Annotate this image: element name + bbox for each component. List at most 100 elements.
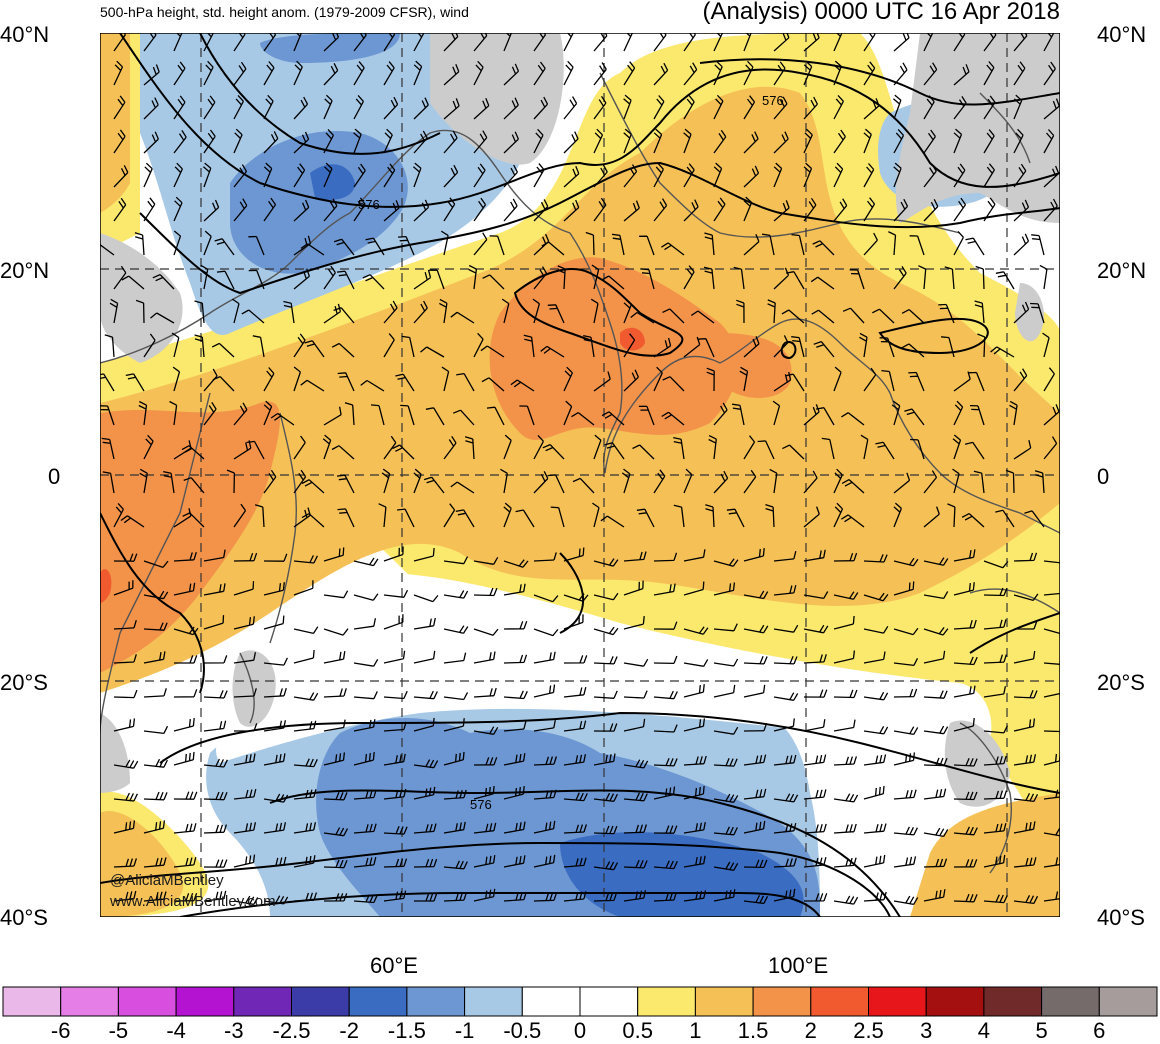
wind-barb	[953, 718, 975, 732]
wind-barb	[821, 437, 835, 460]
wind-barb	[383, 61, 395, 86]
wind-barb	[563, 199, 580, 222]
wind-barb	[593, 861, 619, 871]
wind-barb	[323, 719, 346, 732]
wind-barb	[323, 406, 342, 426]
wind-barb	[301, 479, 325, 494]
wind-barb	[113, 197, 127, 222]
wind-barb	[143, 820, 166, 834]
wind-barb	[482, 274, 505, 290]
wind-barb	[252, 335, 265, 358]
wind-barb	[833, 615, 855, 630]
wind-barb	[975, 265, 985, 290]
lat-label-eq-right: 0	[1097, 464, 1110, 489]
colorbar-swatch	[406, 986, 466, 1017]
wind-barb	[773, 131, 789, 154]
wind-barb	[100, 405, 115, 426]
wind-barb	[833, 823, 857, 834]
wind-barb	[923, 788, 947, 800]
wind-barb	[683, 855, 706, 868]
wind-barb	[743, 895, 769, 905]
wind-barb	[533, 266, 548, 290]
wind-barb	[263, 197, 277, 222]
wind-barb	[481, 377, 505, 392]
wind-barb	[443, 625, 469, 634]
wind-barb	[203, 615, 225, 630]
wind-barb	[138, 400, 148, 426]
wind-barb	[803, 96, 818, 120]
wind-barb	[173, 626, 199, 636]
wind-barb	[143, 333, 156, 358]
wind-barb	[571, 412, 595, 426]
wind-barb	[973, 470, 985, 494]
wind-barb	[353, 823, 377, 834]
wind-barb	[113, 129, 126, 154]
wind-barb	[473, 587, 498, 597]
wind-barb	[713, 94, 724, 120]
wind-barb	[533, 163, 545, 188]
wind-barb	[473, 197, 487, 222]
wind-barb	[623, 658, 649, 667]
wind-barb	[480, 345, 505, 358]
wind-barb	[1043, 662, 1060, 665]
wind-barb	[893, 198, 909, 222]
wind-barb	[293, 435, 306, 460]
wind-barb	[640, 268, 655, 290]
wind-barb	[113, 689, 138, 699]
wind-barb	[593, 95, 607, 120]
wind-barb	[653, 690, 678, 700]
wind-barb	[563, 720, 587, 732]
wind-barb	[953, 163, 966, 188]
wind-barb	[464, 436, 475, 460]
wind-barb	[953, 656, 978, 666]
wind-barb	[233, 652, 257, 664]
wind-barb	[233, 94, 244, 120]
wind-barb	[473, 130, 488, 154]
wind-barb	[743, 859, 768, 869]
wind-barb	[503, 131, 519, 154]
wind-barb	[563, 655, 588, 664]
wind-barb	[392, 444, 415, 460]
wind-barb	[413, 269, 432, 290]
wind-barb	[233, 61, 247, 86]
wind-barb	[337, 508, 355, 528]
wind-barb	[515, 509, 535, 528]
wind-barb	[413, 717, 435, 732]
wind-barb	[841, 479, 865, 494]
wind-barb	[572, 477, 595, 494]
wind-barb	[743, 754, 767, 766]
wind-barb	[113, 580, 134, 596]
wind-barb	[1013, 552, 1038, 562]
wind-barb	[773, 550, 797, 562]
wind-barb	[591, 264, 600, 290]
wind-barb	[1013, 163, 1027, 188]
wind-barb	[563, 547, 585, 562]
wind-barb	[413, 617, 436, 630]
wind-barb	[412, 162, 422, 188]
wind-barb	[590, 298, 599, 324]
wind-barb	[413, 690, 438, 700]
wind-barb	[983, 560, 1009, 569]
colorbar-swatch	[60, 986, 119, 1017]
wind-barb	[450, 481, 475, 494]
wind-barb	[143, 560, 169, 569]
colorbar-swatch	[810, 986, 869, 1017]
wind-barb	[438, 298, 448, 324]
wind-barb	[893, 557, 919, 567]
wind-barb	[383, 650, 406, 664]
wind-barb	[100, 373, 115, 392]
wind-barb	[293, 580, 314, 596]
wind-barb	[706, 367, 715, 392]
wind-barb	[173, 196, 183, 222]
wind-barb	[623, 94, 632, 120]
wind-barb	[803, 789, 827, 800]
colorbar-tick-label: -4	[166, 1018, 186, 1043]
wind-barb	[623, 61, 636, 86]
wind-barb	[953, 128, 963, 154]
wind-barb	[414, 893, 438, 902]
wind-barb	[423, 476, 445, 494]
wind-barb	[683, 581, 705, 596]
wind-barb	[143, 434, 154, 460]
wind-barb	[203, 655, 228, 664]
wind-barb	[983, 755, 1007, 766]
